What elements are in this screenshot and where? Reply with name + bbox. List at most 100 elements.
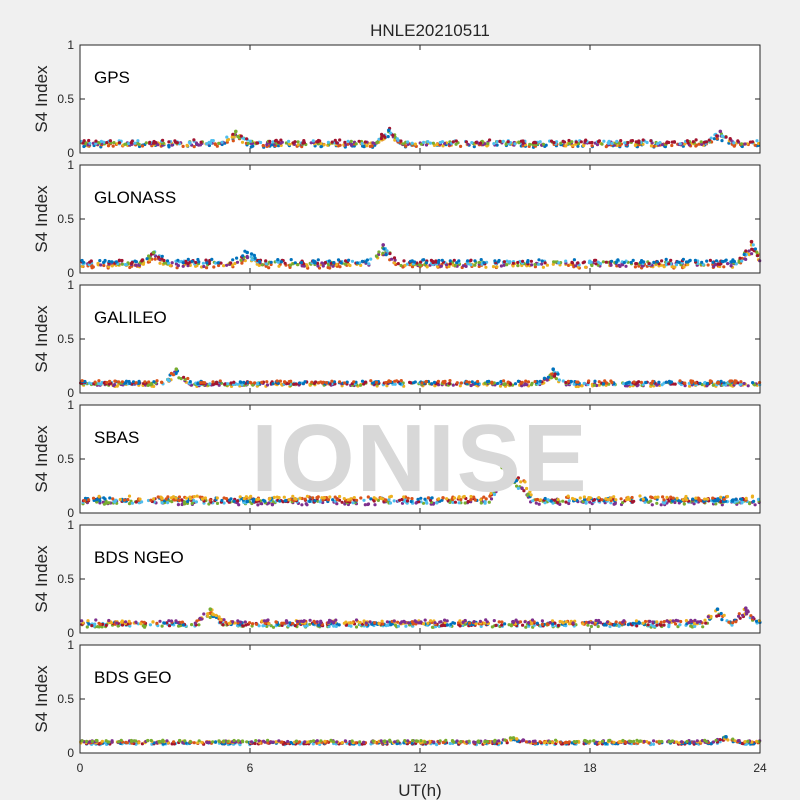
data-point bbox=[373, 621, 377, 625]
data-point bbox=[557, 261, 561, 265]
data-point bbox=[249, 145, 253, 149]
data-point bbox=[288, 142, 292, 146]
data-point bbox=[541, 142, 546, 146]
data-point bbox=[581, 622, 585, 626]
data-point bbox=[466, 262, 470, 266]
data-point bbox=[521, 623, 525, 627]
data-point bbox=[509, 624, 513, 628]
data-point bbox=[180, 620, 184, 624]
data-point bbox=[603, 379, 607, 383]
data-point bbox=[358, 740, 362, 744]
data-point bbox=[637, 141, 641, 145]
data-point bbox=[308, 618, 312, 622]
data-point bbox=[205, 266, 209, 270]
data-point bbox=[642, 739, 646, 744]
data-point bbox=[419, 142, 424, 146]
data-point bbox=[577, 142, 581, 146]
data-point bbox=[657, 380, 661, 384]
data-point bbox=[177, 498, 181, 503]
data-point bbox=[366, 502, 371, 506]
data-point bbox=[599, 262, 603, 266]
y-tick-label: 1 bbox=[67, 278, 74, 292]
data-point bbox=[574, 140, 578, 144]
data-point bbox=[708, 258, 713, 262]
data-point bbox=[402, 259, 406, 263]
data-point bbox=[567, 138, 571, 143]
data-point bbox=[550, 372, 554, 376]
data-point bbox=[755, 250, 759, 254]
x-axis: 0 6 12 18 24 bbox=[77, 761, 767, 775]
data-point bbox=[540, 619, 545, 623]
data-point bbox=[516, 263, 520, 268]
data-point bbox=[751, 243, 755, 247]
data-point bbox=[722, 613, 726, 618]
data-point bbox=[396, 624, 400, 628]
axes-background bbox=[80, 285, 760, 393]
data-point bbox=[280, 621, 284, 625]
data-point bbox=[231, 258, 235, 262]
data-point bbox=[660, 143, 665, 147]
data-point bbox=[360, 259, 364, 263]
data-point bbox=[545, 263, 550, 267]
y-tick-label: 1 bbox=[67, 158, 74, 172]
data-point bbox=[156, 143, 160, 147]
data-point bbox=[552, 141, 556, 145]
data-point bbox=[192, 741, 196, 745]
data-point bbox=[83, 142, 87, 146]
data-point bbox=[652, 260, 656, 264]
data-point bbox=[215, 496, 219, 500]
data-point bbox=[651, 620, 655, 624]
data-point bbox=[367, 262, 371, 266]
data-point bbox=[703, 381, 707, 385]
data-point bbox=[561, 379, 565, 383]
data-point bbox=[524, 740, 529, 744]
data-point bbox=[675, 496, 679, 500]
data-point bbox=[181, 144, 185, 148]
data-point bbox=[543, 376, 547, 380]
data-point bbox=[681, 257, 686, 261]
data-point bbox=[498, 480, 502, 484]
data-point bbox=[372, 496, 376, 500]
data-point bbox=[493, 484, 498, 488]
data-point bbox=[725, 494, 730, 499]
data-point bbox=[419, 620, 423, 624]
data-point bbox=[516, 379, 521, 383]
data-point bbox=[202, 612, 206, 616]
data-point bbox=[516, 260, 520, 265]
data-point bbox=[90, 624, 94, 628]
data-point bbox=[235, 260, 240, 264]
data-point bbox=[588, 496, 593, 500]
data-point bbox=[107, 259, 111, 264]
data-point bbox=[357, 139, 361, 143]
data-point bbox=[300, 503, 304, 507]
data-point bbox=[220, 498, 224, 503]
data-point bbox=[695, 739, 699, 743]
data-point bbox=[246, 380, 250, 384]
data-point bbox=[276, 258, 280, 262]
data-point bbox=[712, 264, 716, 268]
data-point bbox=[622, 261, 626, 265]
data-point bbox=[106, 144, 111, 148]
data-point bbox=[484, 265, 488, 269]
data-point bbox=[107, 382, 111, 386]
data-point bbox=[438, 140, 442, 145]
data-point bbox=[457, 501, 461, 505]
data-point bbox=[253, 256, 257, 260]
data-point bbox=[506, 380, 510, 384]
data-point bbox=[597, 496, 601, 500]
data-point bbox=[218, 379, 222, 383]
data-point bbox=[732, 141, 736, 145]
data-point bbox=[199, 381, 203, 385]
data-point bbox=[596, 260, 600, 264]
data-point bbox=[166, 378, 170, 382]
data-point bbox=[323, 739, 327, 743]
data-point bbox=[738, 382, 742, 386]
data-point bbox=[309, 141, 313, 145]
data-point bbox=[635, 381, 639, 385]
axes-background bbox=[80, 525, 760, 633]
data-point bbox=[635, 624, 639, 628]
data-point bbox=[134, 263, 138, 267]
data-point bbox=[503, 622, 507, 626]
data-point bbox=[108, 379, 112, 383]
data-point bbox=[623, 141, 627, 145]
